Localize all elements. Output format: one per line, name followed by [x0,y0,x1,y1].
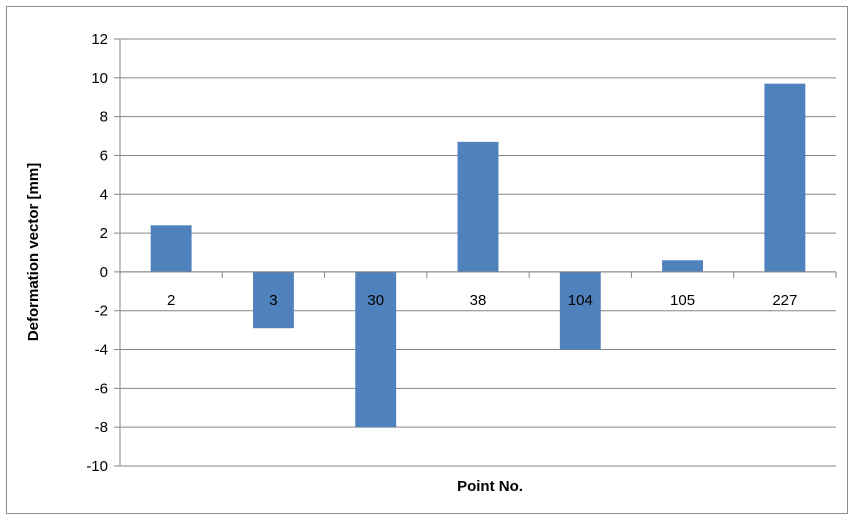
y-tick-label: 8 [100,109,108,126]
bar [764,83,806,272]
x-tick-label: 2 [167,292,175,309]
x-tick-label: 105 [670,292,695,309]
bar [457,141,499,272]
x-tick-labels: 2 3 30 38 104 105 227 [167,292,797,309]
y-tick-label: -10 [86,458,108,475]
y-tick-label: 0 [100,264,108,281]
bar [252,271,294,329]
x-tick-label: 227 [772,292,797,309]
bar [559,271,601,350]
chart-frame [6,6,848,514]
y-tick-labels: 12 10 8 6 4 2 0 -2 -4 -6 -8 -10 [86,31,108,475]
y-axis-title: Deformation vector [mm] [25,163,42,341]
x-tick-label: 3 [269,292,277,309]
y-tick-label: 10 [91,70,108,87]
y-tick-label: -6 [95,380,108,397]
y-tick-label: 6 [100,147,108,164]
bar [662,260,704,272]
y-tick-label: 4 [100,186,108,203]
x-tick-label: 30 [367,292,384,309]
x-tick-label: 38 [470,292,487,309]
y-tick-label: 2 [100,225,108,242]
x-tick-label: 104 [568,292,593,309]
x-axis-title: Point No. [457,478,523,495]
y-tick-label: 12 [91,31,108,48]
y-tick-label: -4 [95,342,108,359]
y-tick-label: -2 [95,303,108,320]
bar [355,271,397,428]
bar [150,225,192,272]
y-tick-label: -8 [95,419,108,436]
bars [150,83,806,428]
